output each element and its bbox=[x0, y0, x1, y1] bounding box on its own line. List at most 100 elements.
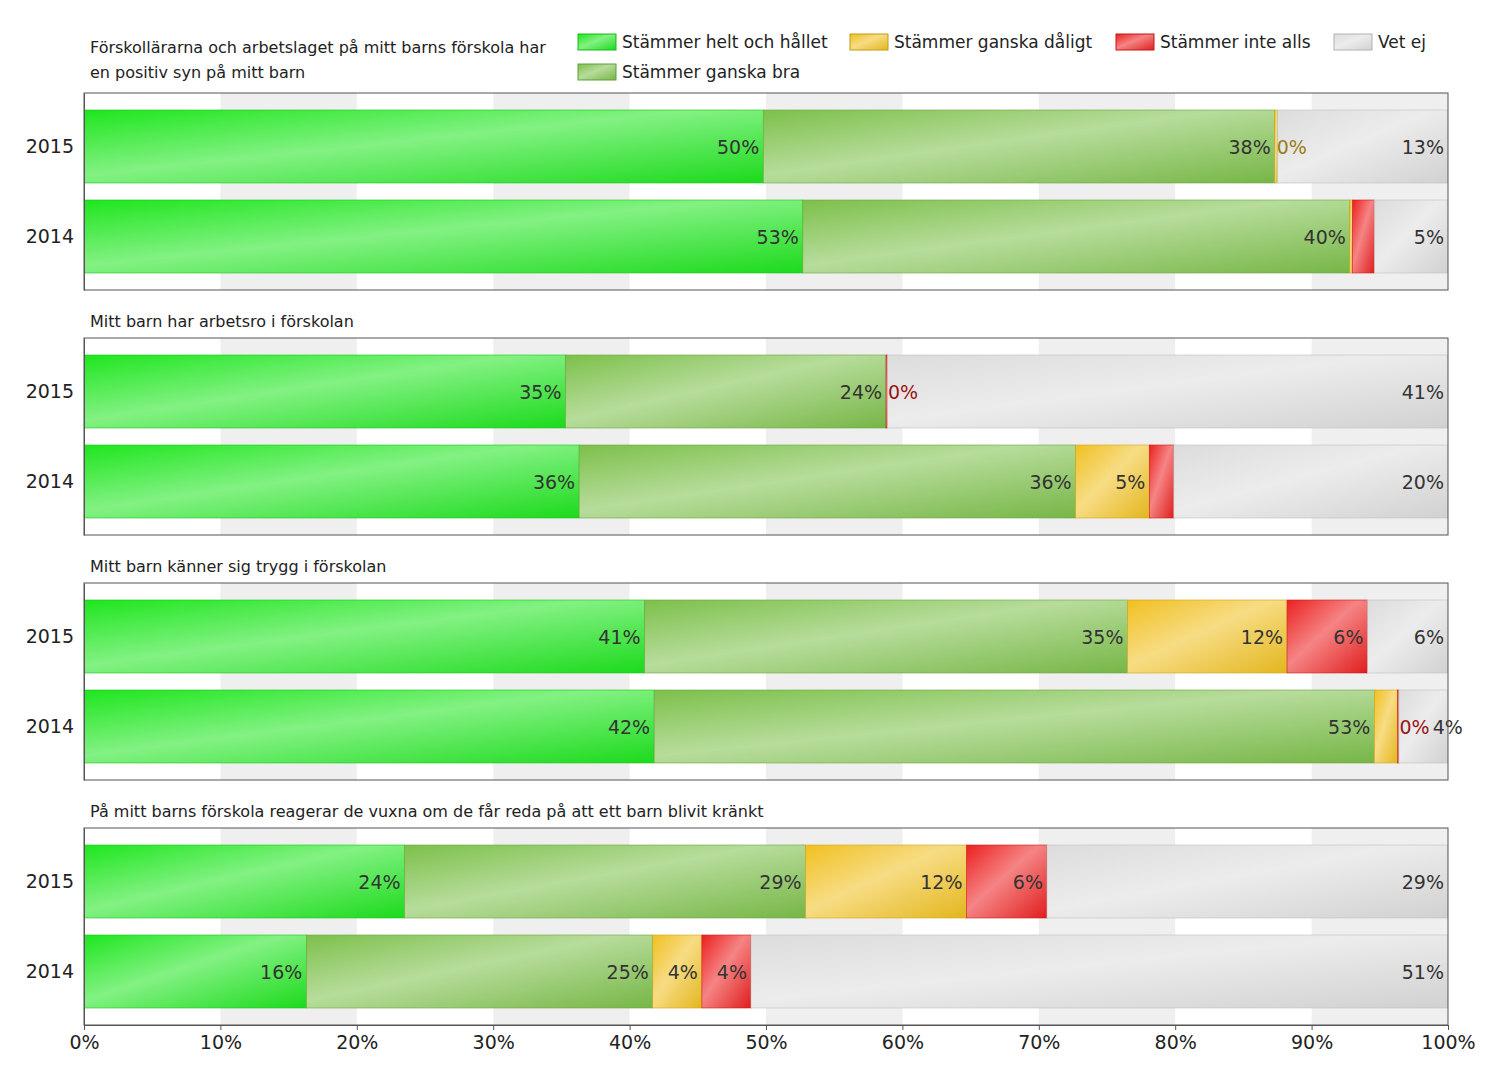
plot-frame bbox=[84, 828, 1448, 1025]
x-tick: 10% bbox=[200, 1025, 242, 1053]
data-label: 40% bbox=[1304, 226, 1346, 248]
chart-title: Mitt barn känner sig trygg i förskolan bbox=[90, 557, 386, 576]
chart: Stämmer helt och hålletStämmer ganska br… bbox=[0, 0, 1500, 1075]
x-tick: 90% bbox=[1291, 1025, 1333, 1053]
y-tick-label: 2014 bbox=[26, 715, 74, 737]
x-tick-label: 0% bbox=[69, 1031, 99, 1053]
x-tick-label: 10% bbox=[200, 1031, 242, 1053]
panel: Mitt barn känner sig trygg i förskolan 41… bbox=[26, 557, 1463, 781]
bar-segment bbox=[1278, 110, 1449, 183]
panel: Mitt barn har arbetsro i förskolan35%24%… bbox=[26, 312, 1448, 536]
chart-title: På mitt barns förskola reagerar de vuxna… bbox=[90, 802, 763, 821]
data-label: 53% bbox=[1328, 716, 1370, 738]
x-tick: 70% bbox=[1018, 1025, 1060, 1053]
data-label: 35% bbox=[519, 381, 561, 403]
data-labels: 50%38%0%13%53%40%5% bbox=[717, 136, 1444, 248]
bar-segment bbox=[84, 935, 306, 1008]
chart-title: Mitt barn har arbetsro i förskolan bbox=[90, 312, 354, 331]
y-tick-label: 2014 bbox=[26, 225, 74, 247]
bar-segment bbox=[887, 355, 1448, 428]
bar-segment bbox=[1353, 200, 1375, 273]
y-tick-label: 2015 bbox=[26, 380, 74, 402]
plot-background bbox=[84, 828, 1448, 1025]
data-label: 29% bbox=[759, 871, 801, 893]
legend-swatch bbox=[1334, 34, 1372, 50]
plot-frame bbox=[84, 93, 1448, 290]
data-label: 0% bbox=[1277, 136, 1307, 158]
legend-swatch bbox=[578, 34, 616, 50]
y-axis: 2015 2014 bbox=[26, 829, 85, 1026]
x-tick: 0% bbox=[69, 1025, 99, 1053]
x-tick: 30% bbox=[473, 1025, 515, 1053]
y-axis-line bbox=[84, 584, 85, 781]
bar-segment bbox=[1076, 445, 1150, 518]
x-tick: 40% bbox=[609, 1025, 651, 1053]
data-label: 5% bbox=[1115, 471, 1145, 493]
bar-segment bbox=[405, 845, 806, 918]
y-tick: 2015 bbox=[26, 870, 84, 892]
bar-segment bbox=[579, 445, 1075, 518]
bar-segment bbox=[645, 600, 1128, 673]
bar-segment bbox=[84, 200, 803, 273]
legend-label: Stämmer inte alls bbox=[1160, 32, 1311, 52]
bar-segment bbox=[1287, 600, 1367, 673]
y-tick: 2014 bbox=[26, 960, 84, 982]
plot-background bbox=[84, 338, 1448, 535]
x-tick: 20% bbox=[336, 1025, 378, 1053]
x-tick-label: 40% bbox=[609, 1031, 651, 1053]
data-label: 12% bbox=[920, 871, 962, 893]
x-tick-line bbox=[1175, 1025, 1176, 1030]
y-axis: 2015 2014 bbox=[26, 584, 85, 781]
y-tick: 2015 bbox=[26, 380, 84, 402]
data-label: 6% bbox=[1013, 871, 1043, 893]
bar-segment bbox=[1149, 445, 1174, 518]
x-tick-label: 90% bbox=[1291, 1031, 1333, 1053]
y-tick: 2014 bbox=[26, 470, 84, 492]
y-tick-label: 2014 bbox=[26, 470, 74, 492]
bar-segment bbox=[1368, 600, 1448, 673]
data-label: 6% bbox=[1333, 626, 1363, 648]
x-tick-label: 80% bbox=[1155, 1031, 1197, 1053]
bar-segment bbox=[1047, 845, 1448, 918]
x-tick-label: 70% bbox=[1018, 1031, 1060, 1053]
data-label: 38% bbox=[1229, 136, 1271, 158]
legend-label: Stämmer ganska dåligt bbox=[894, 32, 1092, 52]
x-tick-line bbox=[357, 1025, 358, 1030]
bar-segment bbox=[84, 355, 565, 428]
bar-segment bbox=[653, 935, 702, 1008]
bar-segment bbox=[1374, 690, 1397, 763]
x-tick-line bbox=[1039, 1025, 1040, 1030]
data-label: 6% bbox=[1414, 626, 1444, 648]
x-tick-line bbox=[1312, 1025, 1313, 1030]
bar-segment bbox=[84, 445, 579, 518]
bar-segment bbox=[1127, 600, 1287, 673]
data-label: 12% bbox=[1241, 626, 1283, 648]
legend-swatch bbox=[850, 34, 888, 50]
bar-segment bbox=[751, 935, 1448, 1008]
y-tick-label: 2015 bbox=[26, 870, 74, 892]
x-tick-label: 60% bbox=[882, 1031, 924, 1053]
x-axis: 0%10%20%30%40%50%60%70%80%90%100% bbox=[69, 1025, 1475, 1053]
x-tick-line bbox=[902, 1025, 903, 1030]
x-tick-line bbox=[493, 1025, 494, 1030]
legend-label: Stämmer helt och hållet bbox=[622, 32, 828, 52]
bar-segment bbox=[1174, 445, 1448, 518]
y-tick: 2015 bbox=[26, 625, 84, 647]
data-label: 25% bbox=[607, 961, 649, 983]
y-tick-label: 2015 bbox=[26, 135, 74, 157]
bar-segment bbox=[84, 845, 405, 918]
x-tick-label: 20% bbox=[336, 1031, 378, 1053]
data-label: 36% bbox=[1029, 471, 1071, 493]
data-label: 29% bbox=[1402, 871, 1444, 893]
bar-segment bbox=[1374, 200, 1448, 273]
y-axis-line bbox=[84, 94, 85, 291]
data-label: 53% bbox=[757, 226, 799, 248]
data-labels: 41%35%12%6%6%42%53%0%4% bbox=[598, 626, 1462, 738]
plot-background bbox=[84, 583, 1448, 780]
bars bbox=[84, 110, 1448, 273]
data-label: 50% bbox=[717, 136, 759, 158]
data-label: 41% bbox=[598, 626, 640, 648]
data-label: 35% bbox=[1081, 626, 1123, 648]
bar-segment bbox=[84, 600, 645, 673]
data-label: 13% bbox=[1402, 136, 1444, 158]
